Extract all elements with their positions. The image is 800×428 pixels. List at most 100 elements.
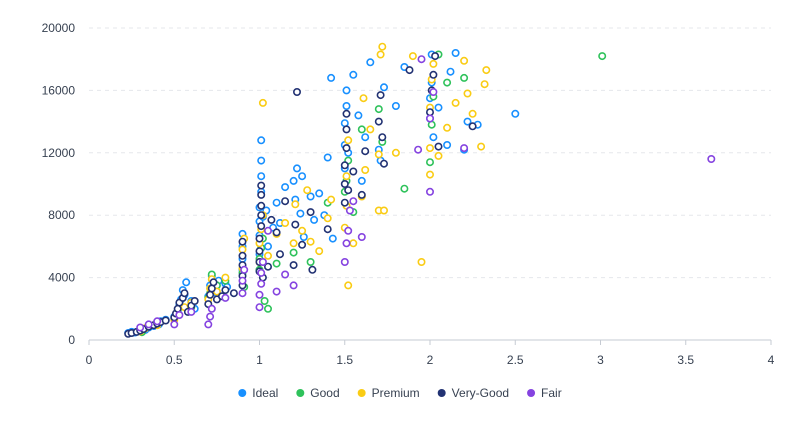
data-point[interactable]: [328, 234, 337, 243]
data-point[interactable]: [323, 214, 332, 223]
data-point[interactable]: [344, 281, 353, 290]
data-point[interactable]: [289, 281, 298, 290]
data-point[interactable]: [460, 56, 469, 65]
data-point[interactable]: [136, 323, 145, 332]
legend-item-good[interactable]: Good: [296, 386, 340, 400]
data-point[interactable]: [291, 220, 300, 229]
data-point[interactable]: [378, 133, 387, 142]
data-point[interactable]: [275, 250, 284, 259]
data-point[interactable]: [460, 73, 469, 82]
data-point[interactable]: [255, 247, 264, 256]
legend-item-very-good[interactable]: Very-Good: [437, 386, 509, 400]
data-point[interactable]: [477, 142, 486, 151]
data-point[interactable]: [340, 161, 349, 170]
data-point[interactable]: [357, 190, 366, 199]
data-point[interactable]: [206, 290, 215, 299]
data-point[interactable]: [344, 186, 353, 195]
data-point[interactable]: [267, 215, 276, 224]
data-point[interactable]: [378, 42, 387, 51]
data-point[interactable]: [374, 150, 383, 159]
data-point[interactable]: [306, 237, 315, 246]
data-point[interactable]: [349, 239, 358, 248]
data-point[interactable]: [425, 170, 434, 179]
data-point[interactable]: [257, 211, 266, 220]
data-point[interactable]: [327, 195, 336, 204]
data-point[interactable]: [257, 181, 266, 190]
data-point[interactable]: [289, 176, 298, 185]
data-point[interactable]: [425, 144, 434, 153]
data-point[interactable]: [417, 55, 426, 64]
data-point[interactable]: [429, 59, 438, 68]
data-point[interactable]: [221, 286, 230, 295]
data-point[interactable]: [379, 159, 388, 168]
data-point[interactable]: [379, 206, 388, 215]
data-point[interactable]: [263, 251, 272, 260]
data-point[interactable]: [598, 52, 607, 61]
data-point[interactable]: [417, 257, 426, 266]
data-point[interactable]: [342, 144, 351, 153]
data-point[interactable]: [361, 147, 370, 156]
data-point[interactable]: [161, 316, 170, 325]
data-point[interactable]: [376, 91, 385, 100]
data-point[interactable]: [281, 197, 290, 206]
data-point[interactable]: [257, 222, 266, 231]
data-point[interactable]: [257, 156, 266, 165]
data-point[interactable]: [298, 240, 307, 249]
data-point[interactable]: [255, 234, 264, 243]
data-point[interactable]: [425, 187, 434, 196]
data-point[interactable]: [345, 206, 354, 215]
data-point[interactable]: [357, 176, 366, 185]
data-point[interactable]: [414, 145, 423, 154]
data-point[interactable]: [292, 88, 301, 97]
data-point[interactable]: [434, 151, 443, 160]
data-point[interactable]: [257, 190, 266, 199]
data-point[interactable]: [468, 109, 477, 118]
data-point[interactable]: [429, 133, 438, 142]
data-point[interactable]: [344, 226, 353, 235]
data-point[interactable]: [258, 257, 267, 266]
data-point[interactable]: [357, 233, 366, 242]
data-point[interactable]: [238, 251, 247, 260]
data-point[interactable]: [468, 122, 477, 131]
data-point[interactable]: [460, 144, 469, 153]
data-point[interactable]: [340, 257, 349, 266]
data-point[interactable]: [306, 257, 315, 266]
data-point[interactable]: [263, 226, 272, 235]
data-point[interactable]: [323, 225, 332, 234]
data-point[interactable]: [306, 208, 315, 217]
data-point[interactable]: [707, 155, 716, 164]
data-point[interactable]: [238, 289, 247, 298]
data-point[interactable]: [391, 148, 400, 157]
data-point[interactable]: [289, 261, 298, 270]
data-point[interactable]: [221, 293, 230, 302]
data-point[interactable]: [361, 133, 370, 142]
data-point[interactable]: [272, 287, 281, 296]
data-point[interactable]: [272, 228, 281, 237]
data-point[interactable]: [187, 307, 196, 316]
data-point[interactable]: [429, 88, 438, 97]
data-point[interactable]: [190, 296, 199, 305]
data-point[interactable]: [291, 200, 300, 209]
data-point[interactable]: [308, 265, 317, 274]
data-point[interactable]: [303, 186, 312, 195]
legend-item-premium[interactable]: Premium: [357, 386, 420, 400]
data-point[interactable]: [405, 66, 414, 75]
data-point[interactable]: [511, 109, 520, 118]
data-point[interactable]: [342, 172, 351, 181]
data-point[interactable]: [374, 105, 383, 114]
data-point[interactable]: [263, 304, 272, 313]
data-point[interactable]: [463, 89, 472, 98]
data-point[interactable]: [144, 320, 153, 329]
data-point[interactable]: [349, 167, 358, 176]
data-point[interactable]: [425, 108, 434, 117]
data-point[interactable]: [434, 142, 443, 151]
data-point[interactable]: [298, 226, 307, 235]
data-point[interactable]: [429, 70, 438, 79]
data-point[interactable]: [357, 125, 366, 134]
data-point[interactable]: [180, 289, 189, 298]
data-point[interactable]: [463, 117, 472, 126]
data-point[interactable]: [344, 136, 353, 145]
data-point[interactable]: [240, 265, 249, 274]
data-point[interactable]: [443, 123, 452, 132]
data-point[interactable]: [451, 98, 460, 107]
